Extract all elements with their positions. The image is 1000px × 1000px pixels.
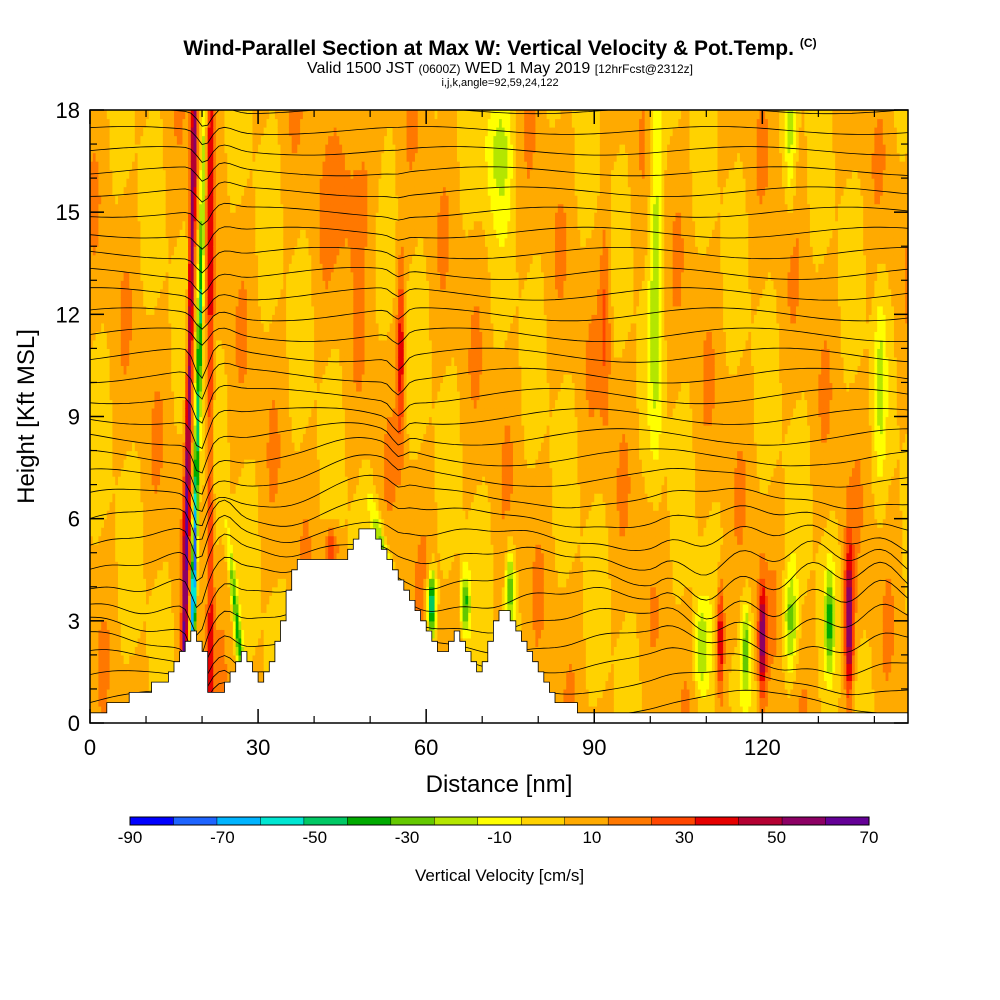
theta-contour-line (90, 181, 908, 203)
x-tick-label: 0 (84, 735, 96, 760)
colorbar-title: Vertical Velocity [cm/s] (415, 866, 584, 885)
colorbar-label: -50 (303, 828, 328, 847)
colorbar-swatch (303, 816, 348, 826)
y-tick-label: 9 (68, 405, 80, 430)
colorbar-swatch (651, 816, 696, 826)
y-axis-title: Height [Kft MSL] (13, 329, 40, 504)
theta-contour-line (90, 576, 908, 637)
theta-contour-line (90, 556, 908, 609)
colorbar-label: 70 (860, 828, 879, 847)
colorbar-swatch (520, 816, 566, 826)
theta-contour-line (163, 110, 908, 127)
y-tick-label: 6 (68, 507, 80, 532)
colorbar-label: -90 (118, 828, 143, 847)
y-tick-label: 15 (56, 200, 80, 225)
x-tick-label: 90 (582, 735, 606, 760)
colorbar-label: 30 (675, 828, 694, 847)
colorbar-swatch (781, 816, 827, 826)
theta-contour-line (90, 126, 908, 145)
x-tick-label: 30 (246, 735, 270, 760)
axes: 0 30 60 90 120 0 3 6 9 12 15 18 Distance [nm] Height … (13, 98, 908, 798)
y-tick-label: 3 (68, 609, 80, 634)
valid-time: Valid 1500 JST (307, 60, 414, 77)
colorbar-label: -10 (487, 828, 512, 847)
colorbar-swatch (564, 816, 609, 826)
colorbar-swatch (173, 816, 218, 826)
theta-contour-line (90, 307, 908, 330)
valid-time-line: Valid 1500 JST (0600Z) WED 1 May 2019 [1… (0, 60, 1000, 78)
y-tick-label: 0 (68, 711, 80, 736)
colorbar-swatch (260, 816, 305, 826)
theta-contour-line (90, 267, 908, 295)
theta-contour-line (90, 474, 908, 527)
colorbar-label: 10 (582, 828, 601, 847)
theta-contour-line (90, 422, 908, 474)
theta-contour-line (90, 497, 908, 541)
colorbar-swatch (390, 816, 435, 826)
theta-contour-line (90, 247, 908, 274)
terrain-mask (89, 528, 909, 724)
colorbar-swatch (825, 816, 870, 826)
chart-title-text: Wind-Parallel Section at Max W: Vertical… (183, 37, 794, 60)
theta-contour-line (90, 327, 908, 346)
theta-contour-line (90, 226, 908, 250)
theta-contour-line (90, 407, 908, 450)
x-tick-label: 120 (744, 735, 781, 760)
theta-contour-line (90, 533, 908, 582)
theta-contour-line (90, 362, 908, 400)
chart-title: Wind-Parallel Section at Max W: Vertical… (0, 36, 1000, 61)
theta-contour-line (90, 144, 908, 163)
theta-contour-line (90, 202, 908, 226)
colorbar-swatch (216, 816, 261, 826)
colorbar-swatch (129, 816, 175, 826)
grid-indices: i,j,k,angle=92,59,24,122 (0, 77, 1000, 89)
theta-contour-line (90, 437, 908, 495)
colorbar-label: -30 (395, 828, 420, 847)
y-tick-label: 12 (56, 302, 80, 327)
theta-contour-line (90, 454, 908, 512)
chart-title-tag: (C) (800, 36, 817, 50)
colorbar: -90 -70 -50 -30 -10 10 30 50 70 Vertical Velocity… (118, 816, 879, 885)
colorbar-label: 50 (767, 828, 786, 847)
colorbar-label: -70 (210, 828, 235, 847)
y-tick-label: 18 (56, 98, 80, 123)
theta-contour-line (90, 287, 908, 314)
valid-date: WED 1 May 2019 (465, 60, 590, 77)
valid-zone: (0600Z) (418, 62, 460, 76)
colorbar-swatch (738, 816, 783, 826)
forecast-tag: [12hrFcst@2312z] (595, 62, 693, 76)
x-tick-label: 60 (414, 735, 438, 760)
x-axis-title: Distance [nm] (426, 771, 573, 798)
colorbar-swatch (434, 816, 479, 826)
theta-contour-line (90, 162, 908, 182)
colorbar-swatch (477, 816, 522, 826)
theta-contour-line (90, 514, 908, 559)
colorbar-swatch (607, 816, 653, 826)
theta-contour-line (90, 384, 908, 424)
colorbar-swatch (694, 816, 740, 826)
theta-contour-line (90, 343, 908, 379)
colorbar-swatch (347, 816, 392, 826)
colorbar-frame (129, 816, 870, 826)
